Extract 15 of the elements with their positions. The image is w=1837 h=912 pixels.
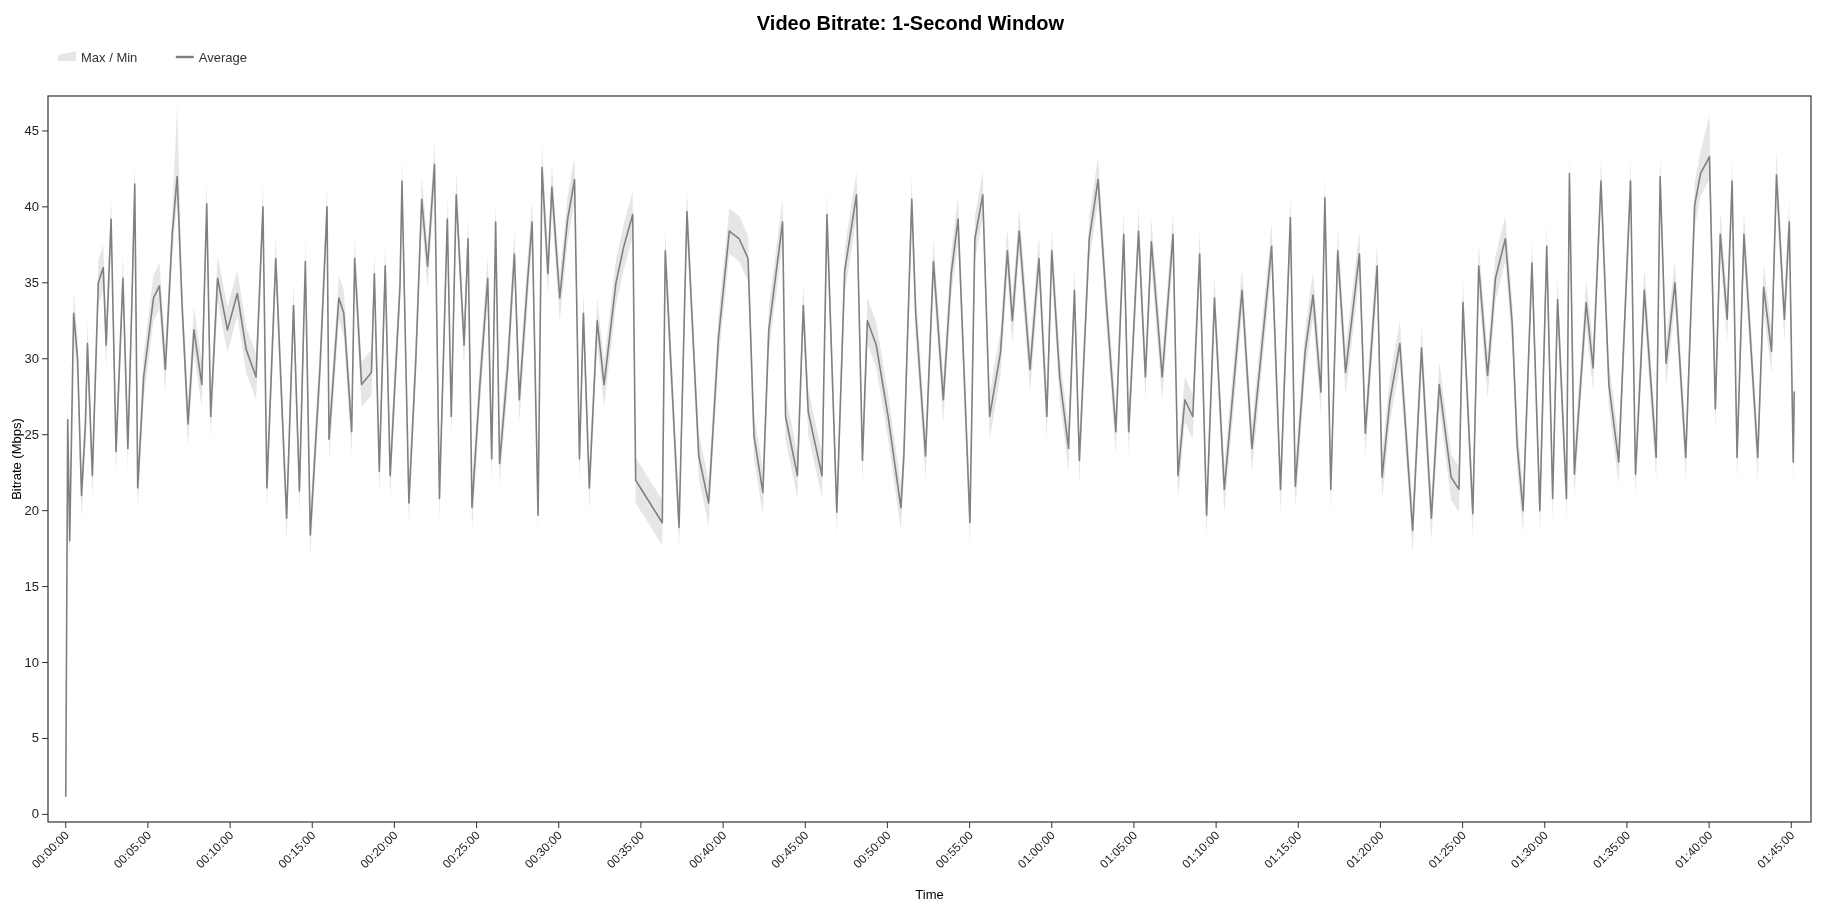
x-axis-title: Time: [915, 887, 944, 902]
y-tick-label: 5: [31, 730, 39, 746]
y-tick-label: 45: [24, 122, 39, 138]
y-tick-label: 0: [31, 806, 39, 822]
y-tick-label: 15: [24, 578, 39, 594]
legend-label: Average: [198, 49, 247, 65]
text: Max / Min: [81, 49, 138, 65]
y-tick-label: 10: [24, 654, 39, 670]
y-tick-label: 35: [24, 274, 39, 290]
chart-title: Video Bitrate: 1-Second Window: [756, 12, 1065, 34]
y-axis-title: Bitrate (Mbps): [9, 418, 24, 500]
y-tick-label: 20: [24, 502, 39, 518]
y-tick-label: 40: [24, 198, 39, 214]
y-tick-label: 30: [24, 350, 39, 366]
y-tick-label: 25: [24, 426, 39, 442]
